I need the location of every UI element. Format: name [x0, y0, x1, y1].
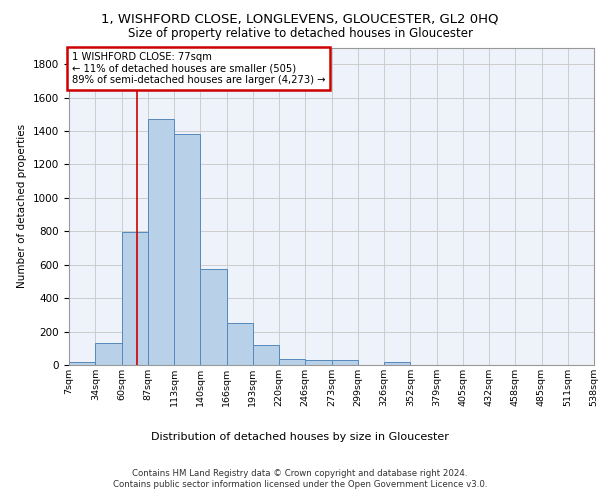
Bar	[200, 269, 227, 365]
Text: 1, WISHFORD CLOSE, LONGLEVENS, GLOUCESTER, GL2 0HQ: 1, WISHFORD CLOSE, LONGLEVENS, GLOUCESTE…	[101, 12, 499, 26]
Bar	[305, 360, 331, 365]
Text: Contains HM Land Registry data © Crown copyright and database right 2024.: Contains HM Land Registry data © Crown c…	[132, 468, 468, 477]
Text: Size of property relative to detached houses in Gloucester: Size of property relative to detached ho…	[128, 28, 473, 40]
Text: 1 WISHFORD CLOSE: 77sqm
← 11% of detached houses are smaller (505)
89% of semi-d: 1 WISHFORD CLOSE: 77sqm ← 11% of detache…	[71, 52, 325, 86]
Bar	[174, 134, 200, 365]
Bar	[148, 118, 174, 365]
Bar	[95, 344, 121, 365]
Bar	[227, 323, 253, 365]
Bar	[121, 232, 148, 365]
Y-axis label: Number of detached properties: Number of detached properties	[17, 124, 28, 288]
Bar	[69, 362, 95, 365]
Bar	[253, 345, 279, 365]
Text: Contains public sector information licensed under the Open Government Licence v3: Contains public sector information licen…	[113, 480, 487, 489]
Bar	[384, 362, 410, 365]
Bar	[279, 359, 305, 365]
Bar	[331, 360, 358, 365]
Text: Distribution of detached houses by size in Gloucester: Distribution of detached houses by size …	[151, 432, 449, 442]
